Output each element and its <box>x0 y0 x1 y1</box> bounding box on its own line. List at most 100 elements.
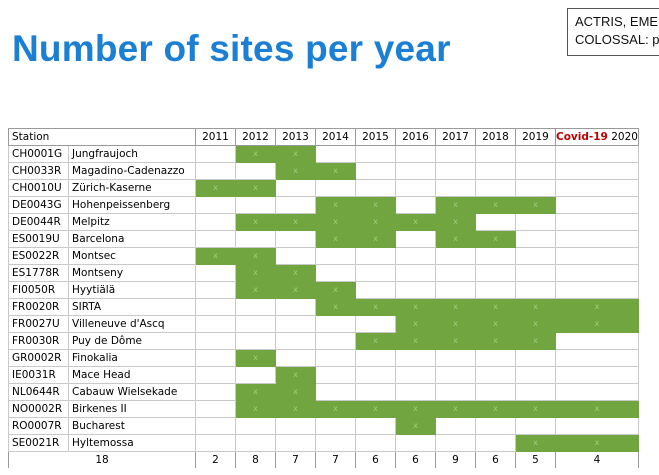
header-year: 2014 <box>315 128 356 146</box>
empty-year-cell <box>355 145 396 163</box>
header-covid-2020: Covid-19 2020 <box>555 128 639 146</box>
empty-year-cell <box>315 315 356 333</box>
table-row: IE0031R Mace Head x <box>8 366 639 384</box>
mark-x: x <box>373 200 378 209</box>
empty-year-cell <box>275 247 316 265</box>
active-year-cell: x <box>275 213 316 231</box>
mark-x: x <box>213 183 218 192</box>
empty-year-cell <box>235 162 276 180</box>
empty-year-cell <box>555 366 639 384</box>
active-year-cell: x <box>555 434 639 452</box>
empty-year-cell <box>515 417 556 435</box>
empty-year-cell <box>235 366 276 384</box>
mark-x: x <box>533 302 538 311</box>
active-year-cell: x <box>275 366 316 384</box>
active-year-cell: x <box>515 332 556 350</box>
table-row: DE0044R Melpitz x x x x x x <box>8 213 639 231</box>
header-station: Station <box>8 128 196 146</box>
table-row: FR0030R Puy de Dôme x x x x x <box>8 332 639 350</box>
station-name: Hyltemossa <box>68 434 196 452</box>
station-code: FR0020R <box>8 298 69 316</box>
note-box: ACTRIS, EMEP COLOSSAL: p <box>567 8 659 56</box>
station-name: Birkenes II <box>68 400 196 418</box>
empty-year-cell <box>355 247 396 265</box>
empty-year-cell <box>395 179 436 197</box>
empty-year-cell <box>195 230 236 248</box>
table-row: FR0020R SIRTA x x x x x x x <box>8 298 639 316</box>
station-name: Magadino-Cadenazzo <box>68 162 196 180</box>
station-code: FR0030R <box>8 332 69 350</box>
empty-year-cell <box>475 264 516 282</box>
active-year-cell: x <box>475 315 516 333</box>
station-name: SIRTA <box>68 298 196 316</box>
empty-year-cell <box>555 383 639 401</box>
active-year-cell: x <box>355 400 396 418</box>
empty-year-cell <box>515 349 556 367</box>
mark-x: x <box>253 387 258 396</box>
active-year-cell: x <box>395 213 436 231</box>
mark-x: x <box>493 302 498 311</box>
empty-year-cell <box>555 179 639 197</box>
mark-x: x <box>493 336 498 345</box>
empty-year-cell <box>555 145 639 163</box>
active-year-cell: x <box>275 281 316 299</box>
empty-year-cell <box>195 315 236 333</box>
empty-year-cell <box>395 196 436 214</box>
active-year-cell: x <box>435 298 476 316</box>
total-year: 8 <box>235 451 276 468</box>
empty-year-cell <box>555 213 639 231</box>
empty-year-cell <box>555 349 639 367</box>
empty-year-cell <box>235 230 276 248</box>
station-name: Bucharest <box>68 417 196 435</box>
empty-year-cell <box>355 315 396 333</box>
mark-x: x <box>594 438 600 447</box>
table-row: CH0010U Zürich-Kaserne x x <box>8 179 639 197</box>
empty-year-cell <box>435 145 476 163</box>
empty-year-cell <box>355 264 396 282</box>
active-year-cell: x <box>235 383 276 401</box>
active-year-cell: x <box>355 298 396 316</box>
total-year: 5 <box>515 451 556 468</box>
empty-year-cell <box>355 179 396 197</box>
mark-x: x <box>293 268 298 277</box>
active-year-cell: x <box>555 298 639 316</box>
station-code: GR0002R <box>8 349 69 367</box>
mark-x: x <box>373 302 378 311</box>
total-stations: 18 <box>8 451 196 468</box>
table-row: DE0043G Hohenpeissenberg x x x x x <box>8 196 639 214</box>
active-year-cell: x <box>475 230 516 248</box>
empty-year-cell <box>395 366 436 384</box>
empty-year-cell <box>235 332 276 350</box>
table-row: CH0001G Jungfraujoch x x <box>8 145 639 163</box>
mark-x: x <box>293 387 298 396</box>
active-year-cell: x <box>275 383 316 401</box>
mark-x: x <box>333 166 338 175</box>
empty-year-cell <box>475 349 516 367</box>
empty-year-cell <box>355 366 396 384</box>
active-year-cell: x <box>315 298 356 316</box>
mark-x: x <box>453 404 458 413</box>
active-year-cell: x <box>515 298 556 316</box>
empty-year-cell <box>515 230 556 248</box>
table-row: ES0019U Barcelona x x x x <box>8 230 639 248</box>
sites-per-year-table: Station 2011 2012 2013 2014 2015 2016 2017 2018 2… <box>8 128 639 468</box>
empty-year-cell <box>315 383 356 401</box>
mark-x: x <box>333 285 338 294</box>
mark-x: x <box>253 285 258 294</box>
empty-year-cell <box>195 162 236 180</box>
empty-year-cell <box>355 417 396 435</box>
mark-x: x <box>253 268 258 277</box>
empty-year-cell <box>395 162 436 180</box>
empty-year-cell <box>435 417 476 435</box>
total-year: 6 <box>475 451 516 468</box>
empty-year-cell <box>315 349 356 367</box>
note-line-2: COLOSSAL: p <box>575 32 659 47</box>
empty-year-cell <box>235 196 276 214</box>
total-year: 4 <box>555 451 639 468</box>
empty-year-cell <box>435 247 476 265</box>
active-year-cell: x <box>395 298 436 316</box>
empty-year-cell <box>355 434 396 452</box>
empty-year-cell <box>315 145 356 163</box>
active-year-cell: x <box>515 434 556 452</box>
empty-year-cell <box>475 162 516 180</box>
